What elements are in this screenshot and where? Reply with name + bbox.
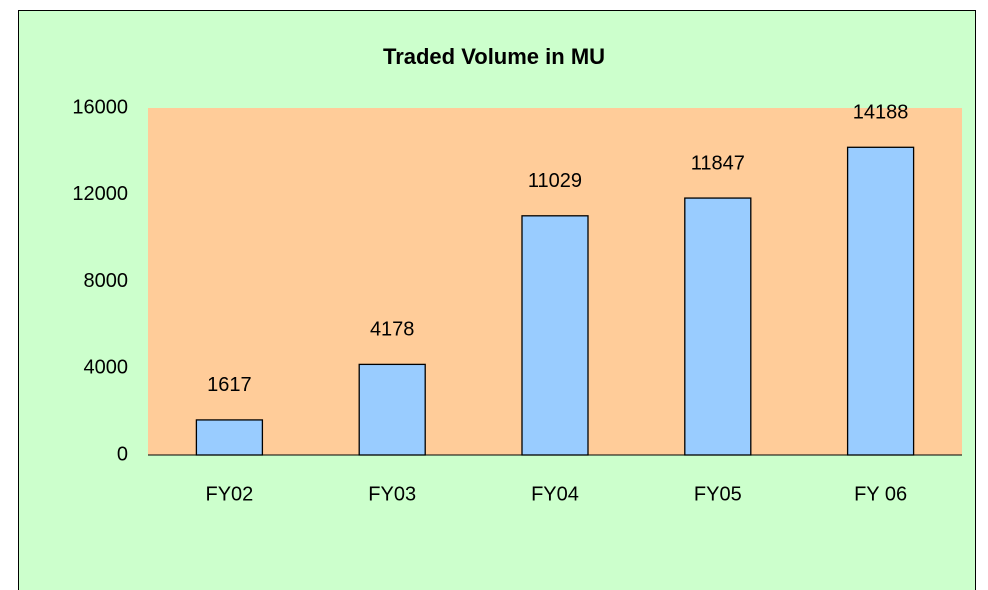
y-tick-label: 12000: [72, 183, 128, 205]
x-tick-label: FY04: [531, 483, 579, 505]
data-label: 4178: [370, 319, 415, 341]
bar: [684, 197, 752, 456]
chart-title: Traded Volume in MU: [383, 44, 605, 69]
x-tick-label: FY 06: [854, 483, 907, 505]
x-tick-label: FY02: [205, 483, 253, 505]
data-label: 11029: [528, 170, 582, 192]
x-tick-label: FY05: [694, 483, 742, 505]
x-tick-label: FY03: [368, 483, 416, 505]
bar: [846, 146, 915, 456]
data-label: 11847: [691, 152, 745, 174]
data-label: 14188: [853, 102, 909, 124]
y-tick-label: 4000: [84, 357, 129, 379]
bar: [195, 419, 264, 456]
y-tick-label: 8000: [84, 270, 129, 292]
bar: [521, 215, 589, 456]
data-label: 1617: [207, 374, 252, 396]
y-tick-label: 16000: [72, 96, 128, 118]
bar: [358, 363, 426, 456]
y-tick-label: 0: [117, 443, 128, 465]
